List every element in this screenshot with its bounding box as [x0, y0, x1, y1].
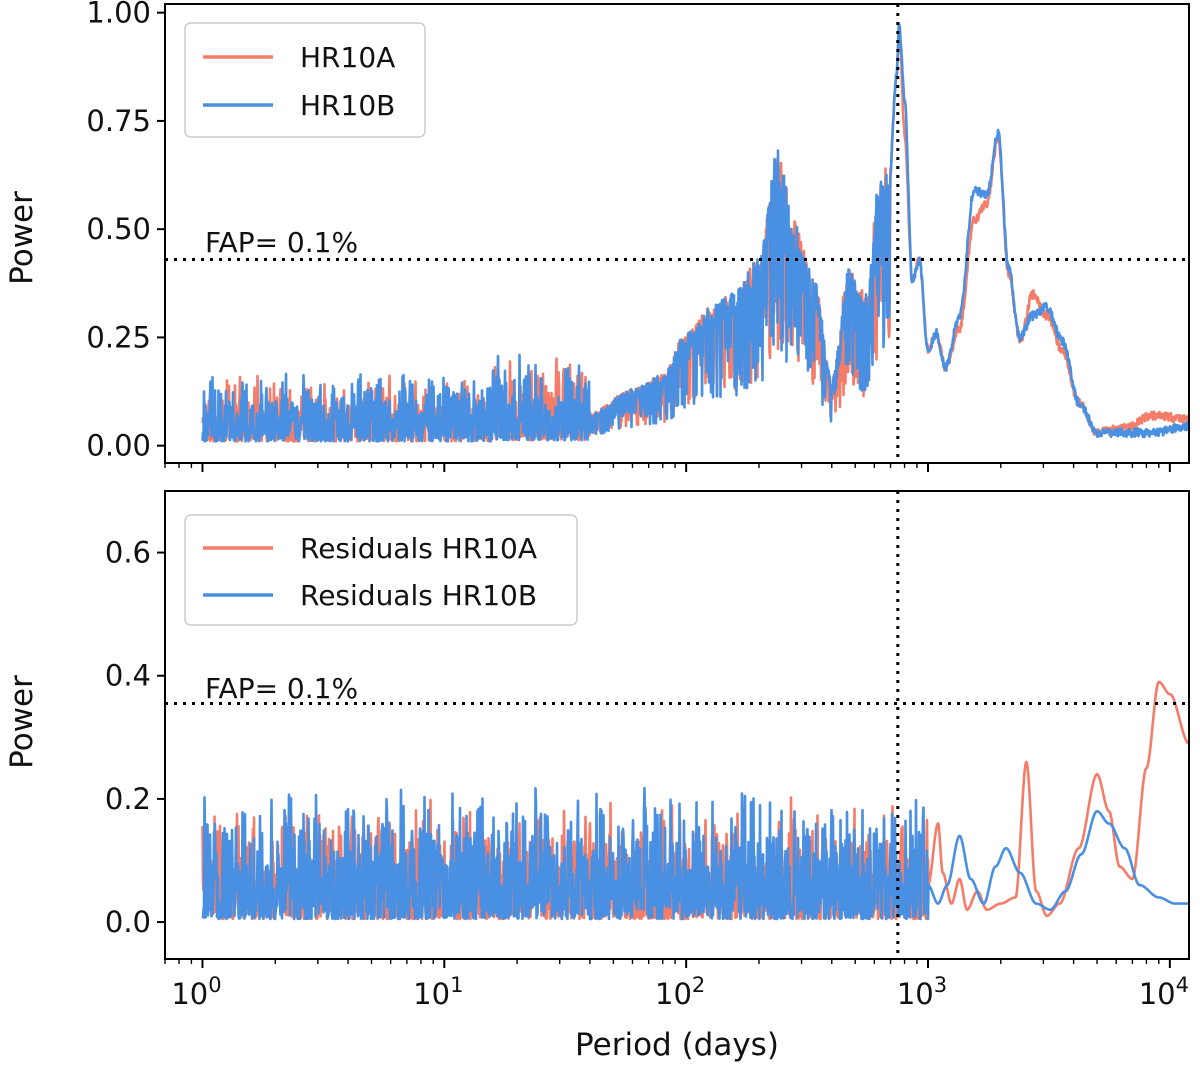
x-tick-label: 104 [1139, 973, 1189, 1011]
bottom-panel: 0.0 0.2 0.4 0.6 100 101 102 103 104 FAP= 0.1% Po… [4, 490, 1190, 1063]
bottom-legend: Residuals HR10A Residuals HR10B [184, 514, 578, 626]
top-axes-frame [164, 3, 1190, 464]
y-tick-label: 0.4 [105, 659, 151, 693]
top-panel: 0.00 0.25 0.50 0.75 1.00 FAP= 0.1% Power HR1… [4, 0, 1191, 472]
y-tick-label: 0.6 [105, 536, 151, 570]
y-tick-label: 0.2 [105, 782, 151, 816]
bottom-legend-label-residuals-hr10a: Residuals HR10A [300, 532, 537, 565]
bottom-axis-ticks: 0.0 0.2 0.4 0.6 100 101 102 103 104 [105, 536, 1189, 1011]
y-tick-label: 0.25 [86, 320, 151, 354]
top-legend-label-hr10a: HR10A [300, 41, 395, 74]
bottom-fap-label: FAP= 0.1% [205, 672, 358, 705]
top-y-axis-label: Power [4, 191, 40, 285]
top-series-lines [201, 22, 1191, 443]
y-tick-label: 1.00 [86, 0, 151, 30]
x-tick-label: 101 [413, 973, 463, 1011]
series-line-hr10b [201, 22, 1191, 443]
bottom-axes-frame [164, 490, 1190, 960]
top-fap-label: FAP= 0.1% [205, 226, 358, 259]
top-legend: HR10A HR10B [184, 22, 426, 138]
y-tick-label: 0.50 [86, 212, 151, 246]
y-tick-label: 0.00 [86, 429, 151, 463]
top-legend-box [184, 22, 426, 138]
x-axis-label: Period (days) [575, 1027, 779, 1063]
top-axis-ticks: 0.00 0.25 0.50 0.75 1.00 [86, 0, 1171, 472]
bottom-legend-label-residuals-hr10b: Residuals HR10B [300, 579, 537, 612]
series-line-residuals-hr10b [201, 786, 1190, 921]
y-tick-label: 0.75 [86, 104, 151, 138]
bottom-legend-box [184, 514, 578, 626]
y-tick-label: 0.0 [105, 905, 151, 939]
top-legend-label-hr10b: HR10B [300, 89, 395, 122]
x-tick-label: 102 [655, 973, 705, 1011]
x-tick-label: 103 [897, 973, 947, 1011]
bottom-series-lines [201, 680, 1190, 921]
x-tick-label: 100 [171, 973, 221, 1011]
bottom-y-axis-label: Power [4, 675, 40, 769]
